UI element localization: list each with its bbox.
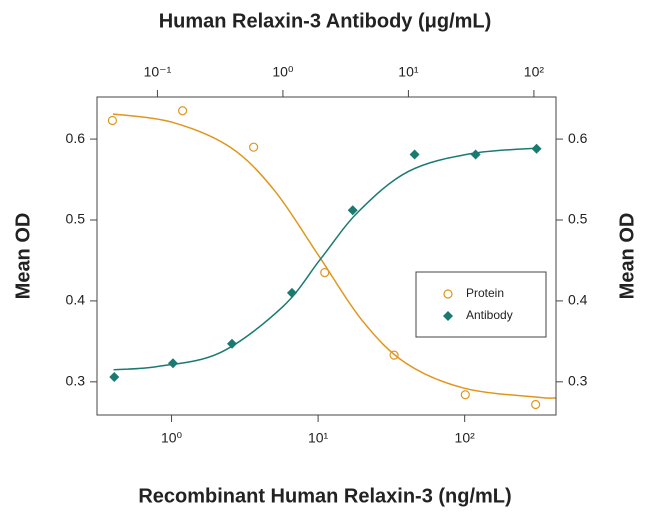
point [167, 358, 178, 369]
point [531, 143, 542, 154]
point [286, 287, 297, 298]
y-axis-title: Mean OD [12, 213, 34, 300]
y2-tick-label: 0.3 [568, 373, 588, 389]
point [531, 399, 541, 410]
top-axis-title: Human Relaxin-3 Antibody (μg/mL) [159, 10, 492, 32]
legend-label: Antibody [466, 308, 513, 322]
point [249, 142, 259, 152]
x-tick-label: 10⁰ [161, 430, 183, 446]
point [178, 106, 188, 116]
x-axis-title: Recombinant Human Relaxin-3 (ng/mL) [138, 485, 511, 507]
y-tick-label: 0.4 [66, 292, 86, 308]
legend-label: Protein [466, 286, 504, 300]
y-tick-label: 0.3 [66, 373, 86, 389]
x2-tick-label: 10⁰ [272, 64, 294, 80]
point [460, 390, 470, 400]
point [320, 267, 330, 278]
y-tick-label: 0.6 [66, 130, 86, 146]
point [409, 149, 420, 160]
point [107, 115, 118, 126]
y2-tick-label: 0.5 [568, 211, 588, 227]
point [347, 205, 358, 216]
x2-tick-label: 10² [524, 64, 545, 80]
fit-curve [112, 113, 556, 399]
legend-marker [443, 289, 453, 299]
x-tick-label: 10¹ [308, 430, 329, 446]
fit-curve [113, 147, 541, 371]
point [109, 371, 120, 382]
y2-tick-label: 0.4 [568, 292, 588, 308]
legend-box [415, 271, 547, 338]
legend-marker [443, 311, 453, 321]
x-tick-label: 10² [455, 430, 476, 446]
y-tick-label: 0.5 [66, 211, 86, 227]
point [470, 149, 481, 160]
plot-frame [96, 96, 557, 416]
point [227, 338, 238, 349]
y2-tick-label: 0.6 [568, 130, 588, 146]
x2-tick-label: 10⁻¹ [144, 64, 172, 80]
y2-axis-title: Mean OD [616, 213, 638, 300]
x2-tick-label: 10¹ [398, 64, 419, 80]
point [389, 350, 399, 360]
